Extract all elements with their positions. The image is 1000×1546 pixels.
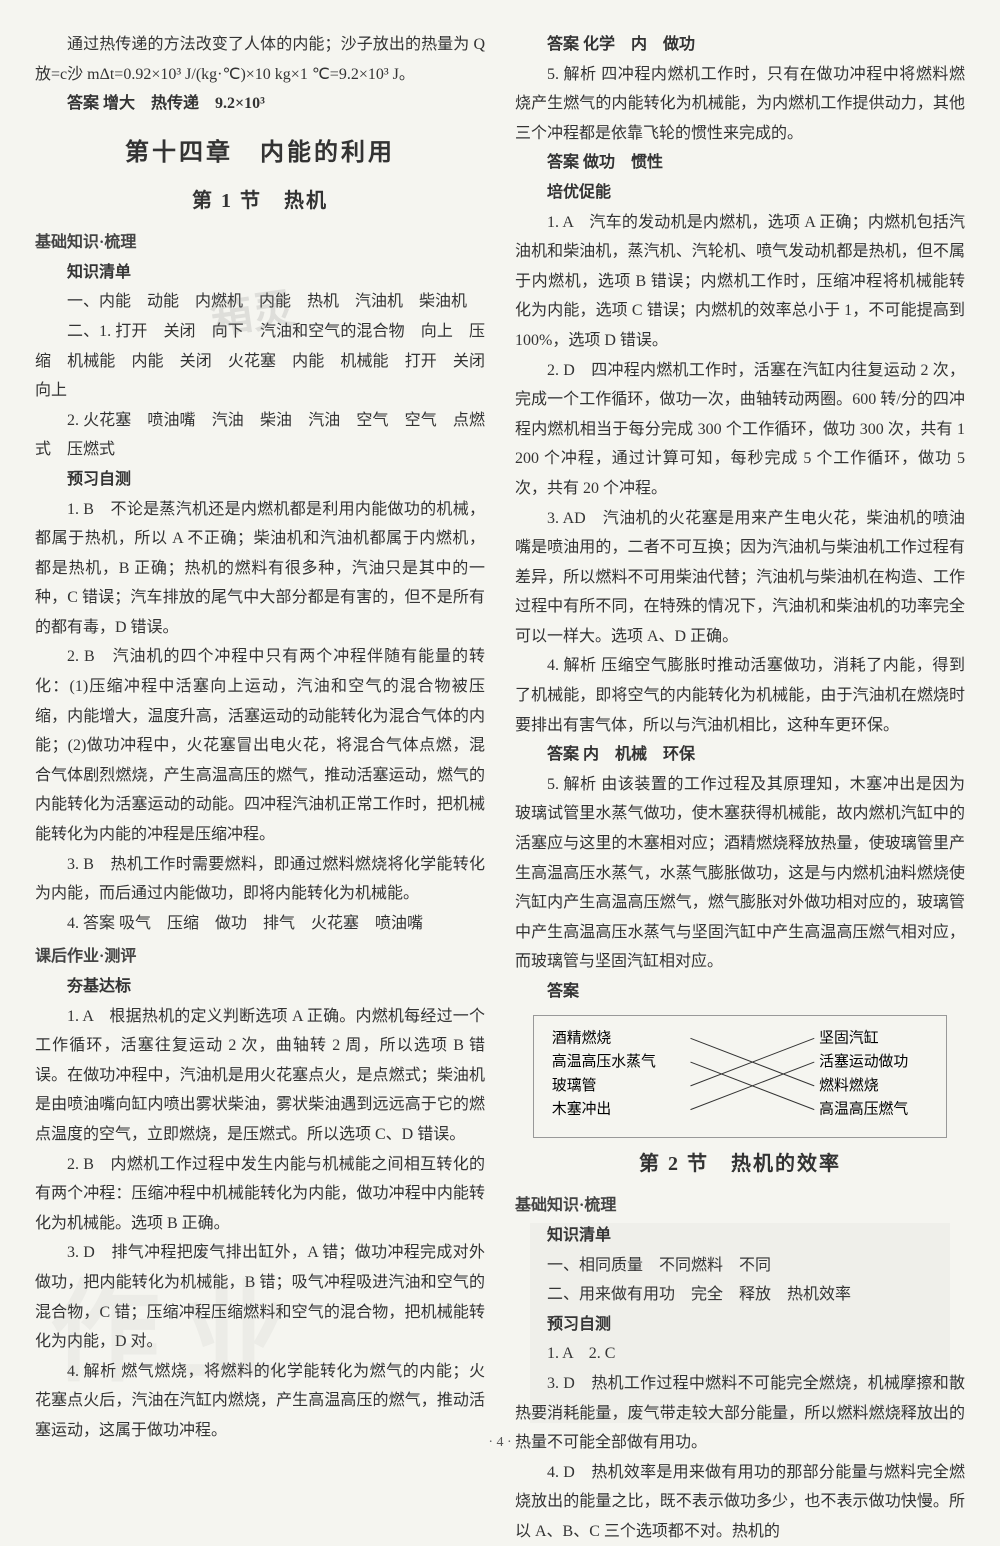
sub-basic: 基础知识·梳理 <box>35 228 485 258</box>
p1: 1. B 不论是蒸汽机还是内燃机都是利用内能做功的机械，都属于热机，所以 A 不… <box>35 495 485 643</box>
left-column: 通过热传递的方法改变了人体的内能；沙子放出的热量为 Q放=c沙 mΔt=0.92… <box>35 30 485 1433</box>
pv2-4: 4. D 热机效率是用来做有用功的那部分能量与燃料完全燃烧放出的能量之比，既不表… <box>515 1458 965 1546</box>
item2-1: 二、1. 打开 关闭 向下 汽油和空气的混合物 向上 压缩 机械能 内能 关闭 … <box>35 317 485 406</box>
diag-l2: 玻璃管 <box>552 1076 597 1093</box>
c4-answer: 答案 内 机械 环保 <box>515 740 965 770</box>
sub-list2: 知识清单 <box>515 1221 965 1251</box>
section2-title: 第 2 节 热机的效率 <box>515 1146 965 1183</box>
c3: 3. AD 汽油机的火花塞是用来产生电火花，柴油机的喷油嘴是喷油用的，二者不可互… <box>515 504 965 652</box>
diag-r3: 高温高压燃气 <box>819 1099 908 1117</box>
sub-standard: 夯基达标 <box>35 972 485 1002</box>
list2-1: 一、相同质量 不同燃料 不同 <box>515 1251 965 1281</box>
diag-r0: 坚固汽缸 <box>819 1028 879 1046</box>
c2: 2. D 四冲程内燃机工作时，活塞在汽缸内往复运动 2 次，完成一个工作循环，做… <box>515 356 965 504</box>
page-number: · 4 · <box>488 1435 511 1451</box>
diag-l0: 酒精燃烧 <box>552 1028 612 1046</box>
section-title: 第 1 节 热机 <box>35 183 485 220</box>
diag-l1: 高温高压水蒸气 <box>552 1053 656 1070</box>
p2: 2. B 汽油机的四个冲程中只有两个冲程伴随有能量的转化：(1)压缩冲程中活塞向… <box>35 642 485 849</box>
h2: 2. B 内燃机工作过程中发生内能与机械能之间相互转化的有两个冲程：压缩冲程中机… <box>35 1150 485 1239</box>
p3: 3. B 热机工作时需要燃料，即通过燃料燃烧将化学能转化为内能，而后通过内能做功… <box>35 850 485 909</box>
diagram-svg: 酒精燃烧 高温高压水蒸气 玻璃管 木塞冲出 坚固汽缸 活塞运动做功 燃料燃烧 高… <box>542 1024 938 1119</box>
diag-r1: 活塞运动做功 <box>819 1052 908 1070</box>
sub-cultivate: 培优促能 <box>515 178 965 208</box>
sub-basic2: 基础知识·梳理 <box>515 1191 965 1221</box>
c5: 5. 解析 由该装置的工作过程及其原理知，木塞冲出是因为玻璃试管里水蒸气做功，使… <box>515 770 965 977</box>
diag-r2: 燃料燃烧 <box>819 1075 879 1093</box>
sub-homework: 课后作业·测评 <box>35 942 485 972</box>
h1: 1. A 根据热机的定义判断选项 A 正确。内燃机每经过一个工作循环，活塞往复运… <box>35 1002 485 1150</box>
pv2-3: 3. D 热机工作过程中燃料不可能完全燃烧，机械摩擦和散热要消耗能量，废气带走较… <box>515 1369 965 1458</box>
chapter-title: 第十四章 内能的利用 <box>35 131 485 175</box>
sub-preview2: 预习自测 <box>515 1310 965 1340</box>
intro-answer: 答案 增大 热传递 9.2×10³ <box>35 89 485 119</box>
r5: 5. 解析 四冲程内燃机工作时，只有在做功冲程中将燃料燃烧产生燃气的内能转化为机… <box>515 60 965 149</box>
r-answer5: 答案 做功 惯性 <box>515 148 965 178</box>
page-content: 通过热传递的方法改变了人体的内能；沙子放出的热量为 Q放=c沙 mΔt=0.92… <box>35 30 965 1433</box>
r-answer4: 答案 化学 内 做功 <box>515 30 965 60</box>
sub-list: 知识清单 <box>35 258 485 288</box>
diag-l3: 木塞冲出 <box>552 1099 611 1117</box>
right-column: 答案 化学 内 做功 5. 解析 四冲程内燃机工作时，只有在做功冲程中将燃料燃烧… <box>515 30 965 1433</box>
item1: 一、内能 动能 内燃机 内能 热机 汽油机 柴油机 <box>35 287 485 317</box>
matching-diagram: 酒精燃烧 高温高压水蒸气 玻璃管 木塞冲出 坚固汽缸 活塞运动做功 燃料燃烧 高… <box>533 1015 947 1139</box>
c1: 1. A 汽车的发动机是内燃机，选项 A 正确；内燃机包括汽油机和柴油机，蒸汽机… <box>515 208 965 356</box>
c4: 4. 解析 压缩空气膨胀时推动活塞做功，消耗了内能，得到了机械能，即将空气的内能… <box>515 651 965 740</box>
c5-answer-label: 答案 <box>515 977 965 1007</box>
h4: 4. 解析 燃气燃烧，将燃料的化学能转化为燃气的内能；火花塞点火后，汽油在汽缸内… <box>35 1357 485 1446</box>
sub-preview: 预习自测 <box>35 465 485 495</box>
intro-para: 通过热传递的方法改变了人体的内能；沙子放出的热量为 Q放=c沙 mΔt=0.92… <box>35 30 485 89</box>
h3: 3. D 排气冲程把废气排出缸外，A 错；做功冲程完成对外做功，把内能转化为机械… <box>35 1238 485 1356</box>
pv2-1: 1. A 2. C <box>515 1339 965 1369</box>
list2-2: 二、用来做有用功 完全 释放 热机效率 <box>515 1280 965 1310</box>
p4: 4. 答案 吸气 压缩 做功 排气 火花塞 喷油嘴 <box>35 909 485 939</box>
item2-2: 2. 火花塞 喷油嘴 汽油 柴油 汽油 空气 空气 点燃式 压燃式 <box>35 406 485 465</box>
